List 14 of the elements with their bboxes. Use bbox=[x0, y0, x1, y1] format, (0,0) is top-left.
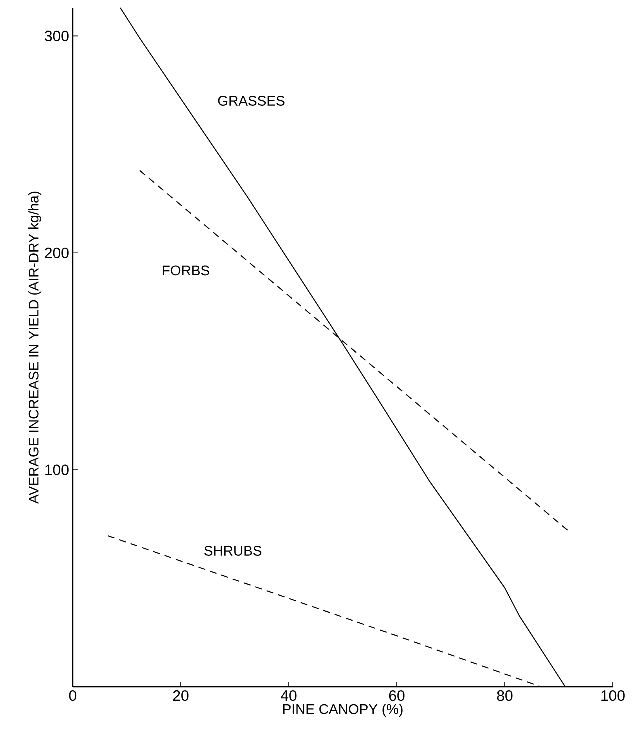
x-tick-label: 40 bbox=[281, 690, 297, 702]
text: FORBS bbox=[162, 266, 210, 276]
series-label: GRASSES bbox=[218, 96, 285, 106]
y-tick-label: 200 bbox=[45, 248, 69, 258]
y-axis-title: AVERAGE INCREASE IN YIELD (AIR-DRY kg/ha) bbox=[28, 192, 42, 504]
x-tick-label: 100 bbox=[602, 690, 625, 702]
x-tick-label: 20 bbox=[173, 690, 189, 702]
x-tick-label: 0 bbox=[69, 690, 77, 702]
x-tick-label: 80 bbox=[497, 690, 513, 702]
x-tick-label: 60 bbox=[389, 690, 405, 702]
x-axis-title: PINE CANOPY (%) bbox=[283, 704, 403, 718]
y-tick-label: 100 bbox=[46, 464, 69, 476]
y-tick-label: 300 bbox=[45, 30, 69, 42]
series-label: SHRUBS bbox=[204, 546, 262, 556]
